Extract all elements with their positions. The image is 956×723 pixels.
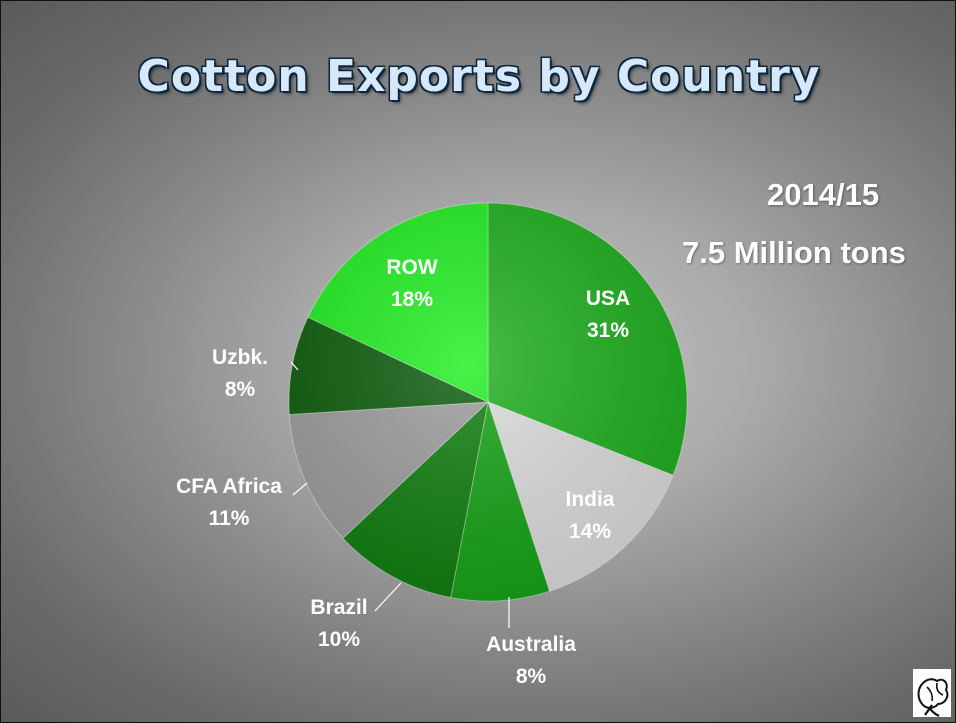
chart-title: Cotton Exports by Country — [137, 51, 821, 102]
slice-label-cfa-africa: CFA Africa — [176, 475, 282, 498]
cotton-boll-icon — [913, 669, 951, 717]
slice-value-australia: 8% — [516, 665, 547, 688]
leader-line-uzbk — [290, 361, 299, 371]
pie-shading — [289, 203, 687, 601]
slice-label-usa: USA — [586, 287, 630, 310]
slice-label-row: ROW — [386, 256, 438, 279]
slice-value-india: 14% — [569, 520, 611, 543]
slice-value-cfa-africa: 11% — [209, 507, 250, 530]
slice-label-australia: Australia — [486, 633, 576, 656]
slice-label-india: India — [565, 488, 614, 511]
year-label: 2014/15 — [767, 177, 880, 212]
slice-value-brazil: 10% — [318, 628, 360, 651]
slice-value-usa: 31% — [587, 319, 629, 342]
slice-label-uzbk: Uzbk. — [212, 346, 268, 369]
slice-label-brazil: Brazil — [310, 596, 367, 619]
leader-line-cfa-africa — [292, 482, 308, 496]
slice-value-uzbk: 8% — [225, 378, 256, 401]
leader-line-brazil — [374, 582, 402, 612]
total-label: 7.5 Million tons — [682, 235, 906, 270]
slice-value-row: 18% — [391, 288, 433, 311]
